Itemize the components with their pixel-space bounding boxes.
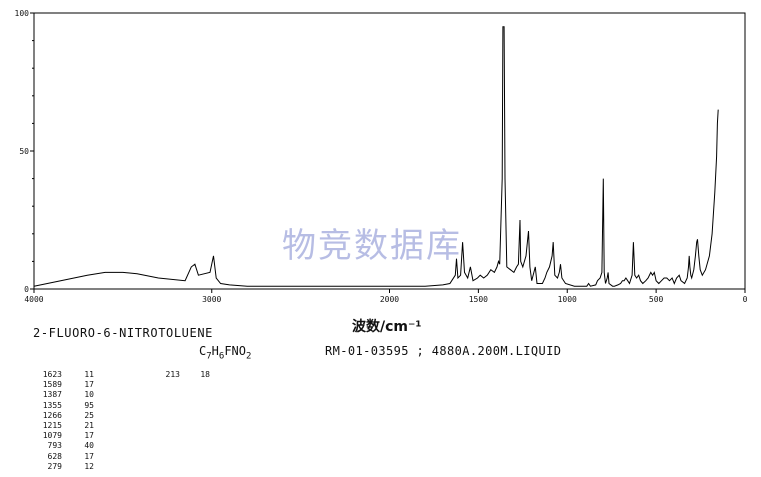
peak-wavenumber: 1079 bbox=[42, 431, 62, 441]
formula-fno: FNO bbox=[224, 344, 246, 358]
peak-wavenumber: 279 bbox=[47, 461, 62, 471]
peak-transmittance: 21 bbox=[84, 421, 94, 431]
peak-transmittance: 25 bbox=[84, 410, 94, 420]
peak-transmittance: 95 bbox=[84, 400, 94, 410]
peak-row: 1355 95 bbox=[36, 401, 94, 411]
x-tick-label: 500 bbox=[649, 295, 664, 304]
x-tick-label: 3000 bbox=[202, 295, 221, 304]
spectrum-line bbox=[33, 26, 719, 287]
peak-extra-transmittance: 18 bbox=[200, 370, 210, 379]
peak-row: 1266 25 bbox=[36, 411, 94, 421]
peak-wavenumber: 1215 bbox=[42, 421, 62, 431]
peak-wavenumber: 1589 bbox=[42, 380, 62, 390]
peak-wavenumber: 1355 bbox=[42, 400, 62, 410]
peak-transmittance: 12 bbox=[84, 461, 94, 471]
x-tick-label: 1000 bbox=[558, 295, 577, 304]
peak-transmittance: 17 bbox=[84, 431, 94, 441]
formula-c: C bbox=[199, 344, 207, 358]
formula-o-count: 2 bbox=[246, 351, 252, 362]
x-tick-label: 1500 bbox=[469, 295, 488, 304]
formula-c-count: 7 bbox=[206, 351, 212, 362]
formula-h-count: 6 bbox=[218, 351, 225, 362]
peak-transmittance: 17 bbox=[84, 380, 94, 390]
peak-row: 279 12 bbox=[36, 462, 94, 472]
peak-wavenumber: 1387 bbox=[42, 390, 62, 400]
peak-transmittance: 11 bbox=[84, 370, 94, 379]
x-axis-ticks: 4000 3000 2000 1500 1000 500 0 bbox=[24, 289, 748, 304]
peak-row: 1623 11 bbox=[36, 370, 94, 380]
peak-row: 793 40 bbox=[36, 441, 94, 451]
peak-extra-wavenumber: 213 bbox=[165, 370, 180, 379]
y-axis-ticks: 0 50 100 bbox=[15, 9, 34, 294]
peak-extra: 213 18 bbox=[150, 370, 210, 379]
x-axis-label: 波数/cm⁻¹ bbox=[352, 318, 422, 335]
peak-row: 1215 21 bbox=[36, 421, 94, 431]
x-tick-label: 4000 bbox=[24, 295, 43, 304]
x-tick-label: 2000 bbox=[380, 295, 399, 304]
peak-transmittance: 17 bbox=[84, 451, 94, 461]
y-tick-label: 0 bbox=[24, 285, 29, 294]
x-tick-label: 0 bbox=[743, 295, 748, 304]
peak-transmittance: 40 bbox=[84, 441, 94, 451]
peak-row: 1079 17 bbox=[36, 431, 94, 441]
compound-name: 2-FLUORO-6-NITROTOLUENE bbox=[33, 326, 213, 340]
molecular-formula: C7H6FNO2 bbox=[199, 344, 251, 361]
peak-row: 1387 10 bbox=[36, 390, 94, 400]
formula-h: H bbox=[211, 344, 219, 358]
peak-wavenumber: 1266 bbox=[42, 410, 62, 420]
peak-row: 628 17 bbox=[36, 452, 94, 462]
watermark: 物竞数据库 bbox=[282, 226, 462, 266]
spectrum-id: RM-01-03595 ; 4880A.200M.LIQUID bbox=[325, 344, 562, 358]
peak-wavenumber: 793 bbox=[47, 441, 62, 451]
y-tick-label: 100 bbox=[15, 9, 30, 18]
peak-row: 1589 17 bbox=[36, 380, 94, 390]
peak-wavenumber: 628 bbox=[47, 451, 62, 461]
peak-transmittance: 10 bbox=[84, 390, 94, 400]
y-tick-label: 50 bbox=[19, 147, 29, 156]
peak-wavenumber: 1623 bbox=[42, 370, 62, 379]
peak-table: 1623 11 1589 17 1387 10 1355 95 1266 25 1215 21 1079… bbox=[36, 370, 94, 472]
